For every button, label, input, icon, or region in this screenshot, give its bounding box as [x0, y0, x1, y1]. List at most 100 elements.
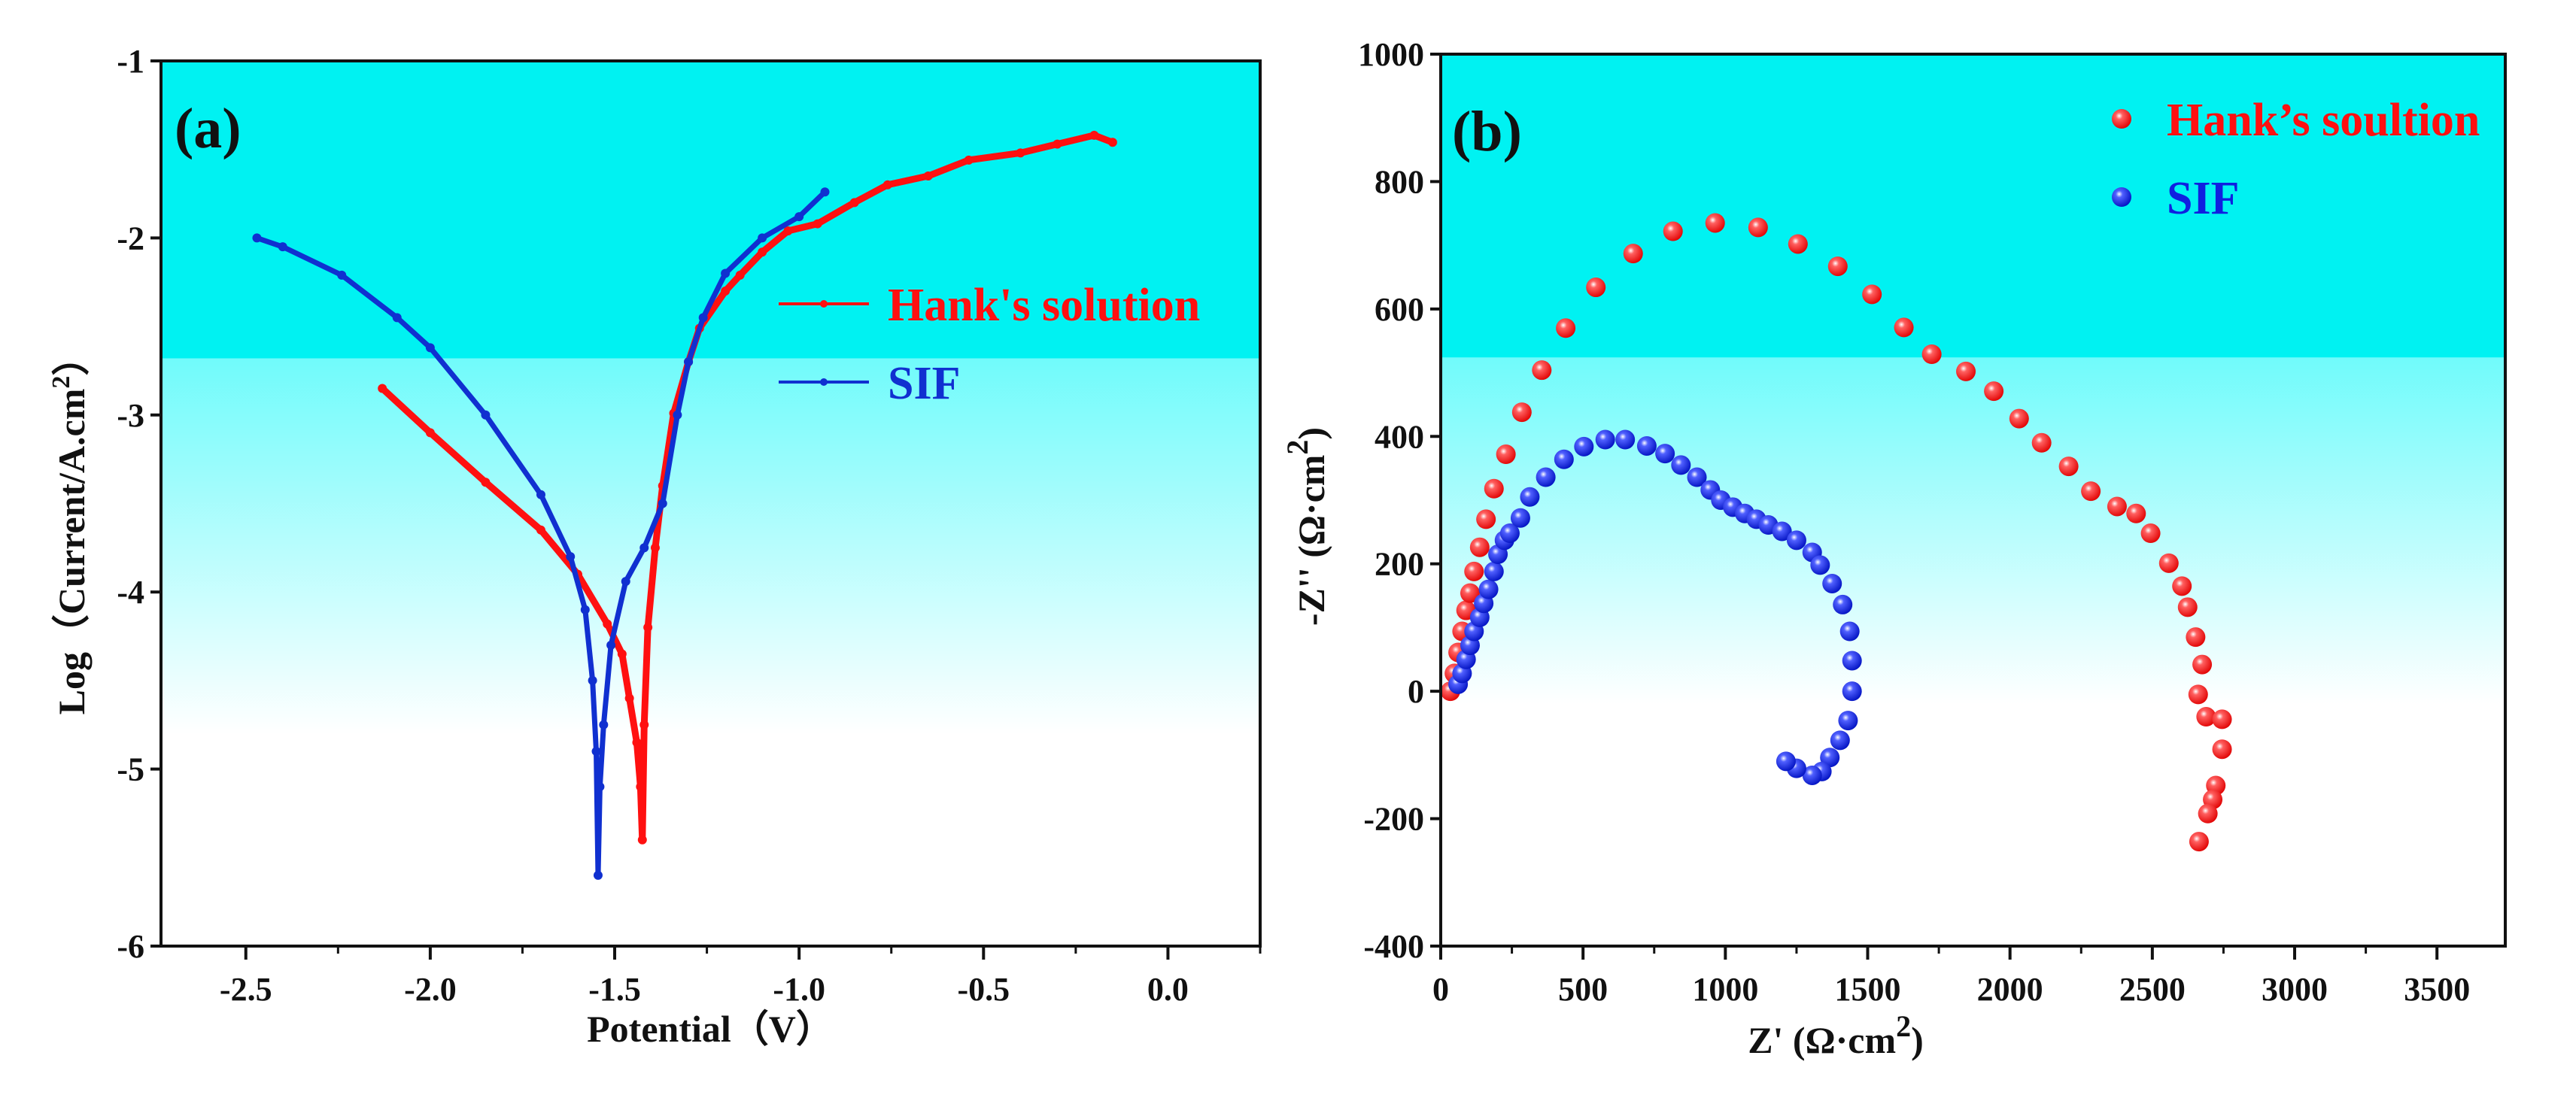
data-point	[1921, 344, 1942, 365]
data-point	[1499, 523, 1520, 544]
data-point	[1772, 521, 1792, 541]
data-point	[425, 428, 435, 438]
data-point	[536, 490, 545, 499]
data-point	[378, 384, 387, 393]
data-point	[820, 187, 830, 197]
data-point	[721, 268, 731, 278]
data-point	[1510, 508, 1530, 528]
x-tick-label: 3000	[2262, 971, 2328, 1008]
data-point	[923, 171, 933, 181]
legend-marker-hanks	[820, 300, 828, 308]
data-point	[1511, 402, 1532, 423]
data-point	[1478, 579, 1499, 599]
data-point	[1520, 487, 1540, 507]
data-point	[1496, 444, 1516, 465]
y-axis-label: Log（Current/A.cm2）	[47, 338, 93, 715]
y-tick-label: 400	[1375, 418, 1424, 455]
data-point	[2081, 481, 2101, 502]
data-point	[735, 270, 745, 280]
legend: Hank's solution SIF	[779, 280, 1200, 409]
data-point	[882, 180, 892, 190]
x-axis-label: Potential（V）	[587, 1008, 834, 1050]
data-point	[1532, 360, 1552, 381]
plot-frame	[1439, 53, 2507, 948]
data-point	[580, 605, 590, 614]
data-point	[673, 410, 682, 420]
series-sif	[1448, 429, 1862, 785]
data-point	[278, 242, 287, 252]
data-point	[1016, 148, 1025, 158]
data-point	[639, 720, 649, 729]
x-tick-label: 0.0	[1147, 971, 1189, 1008]
data-point	[2177, 597, 2198, 617]
data-point	[2212, 739, 2232, 760]
data-point	[1842, 651, 1862, 671]
y-tick-label: -4	[117, 574, 144, 611]
x-axis-label: Z' (Ω·cm2)	[1748, 1009, 1924, 1061]
y-tick-label: 1000	[1358, 36, 1424, 73]
data-point	[1460, 583, 1480, 603]
data-point	[637, 835, 647, 845]
background-cyan-band	[1441, 54, 2505, 358]
data-point	[1107, 138, 1117, 147]
data-point	[643, 623, 653, 632]
data-point	[1705, 213, 1725, 233]
y-tick-label: 0	[1408, 673, 1424, 710]
data-point	[632, 738, 642, 748]
data-point	[481, 478, 491, 487]
data-point	[2189, 832, 2209, 852]
data-point	[2186, 627, 2206, 648]
x-tick-label: -2.0	[404, 971, 457, 1008]
data-point	[599, 720, 609, 729]
y-axis-label: -Z'' (Ω·cm2)	[1280, 427, 1332, 626]
data-point	[606, 640, 616, 650]
legend-marker-sif	[2112, 187, 2131, 207]
x-tick-label: 3500	[2404, 971, 2470, 1008]
data-point	[1574, 436, 1594, 456]
plot-background	[1441, 54, 2505, 946]
data-point	[849, 198, 859, 208]
data-point	[1464, 561, 1484, 581]
data-point	[392, 313, 402, 323]
data-point	[1636, 435, 1657, 456]
data-point	[1053, 139, 1062, 149]
plot-frame	[159, 59, 1262, 948]
data-point	[1830, 730, 1850, 751]
data-point	[639, 543, 649, 553]
x-tick-label: 2000	[1977, 971, 2043, 1008]
data-point	[1476, 509, 1496, 529]
data-point	[813, 219, 822, 229]
data-point	[621, 577, 630, 587]
nyquist-chart: 0 500 1000 1500 2000 2500 3000 3500100080060040…	[1280, 36, 2507, 1061]
legend-marker-hanks	[2112, 109, 2131, 129]
data-point	[2192, 654, 2213, 675]
y-tick-label: -200	[1363, 801, 1424, 838]
data-point	[1822, 573, 1842, 593]
data-point	[1655, 444, 1675, 464]
x-tick-label: 1000	[1692, 971, 1758, 1008]
data-point	[2212, 709, 2232, 729]
data-point	[2031, 432, 2052, 453]
data-point	[603, 619, 612, 629]
y-tick-label: -2	[117, 220, 144, 256]
series-sif	[252, 187, 830, 880]
data-point	[1788, 234, 1808, 254]
data-point	[1956, 361, 1976, 381]
data-point	[481, 410, 491, 420]
data-point	[566, 552, 576, 562]
data-point	[758, 233, 767, 243]
data-point	[1663, 221, 1683, 241]
data-point	[2126, 503, 2146, 523]
x-tick-label: -2.5	[220, 971, 272, 1008]
data-point	[2107, 496, 2127, 517]
y-tick-label: -6	[117, 928, 144, 965]
data-point	[1862, 284, 1882, 305]
data-point	[617, 649, 627, 659]
data-point	[536, 525, 545, 535]
data-point	[758, 247, 767, 257]
x-tick-label: 500	[1558, 971, 1608, 1008]
data-point	[337, 270, 347, 280]
data-point	[1838, 711, 1858, 731]
panel-label-a: (a)	[175, 97, 242, 160]
